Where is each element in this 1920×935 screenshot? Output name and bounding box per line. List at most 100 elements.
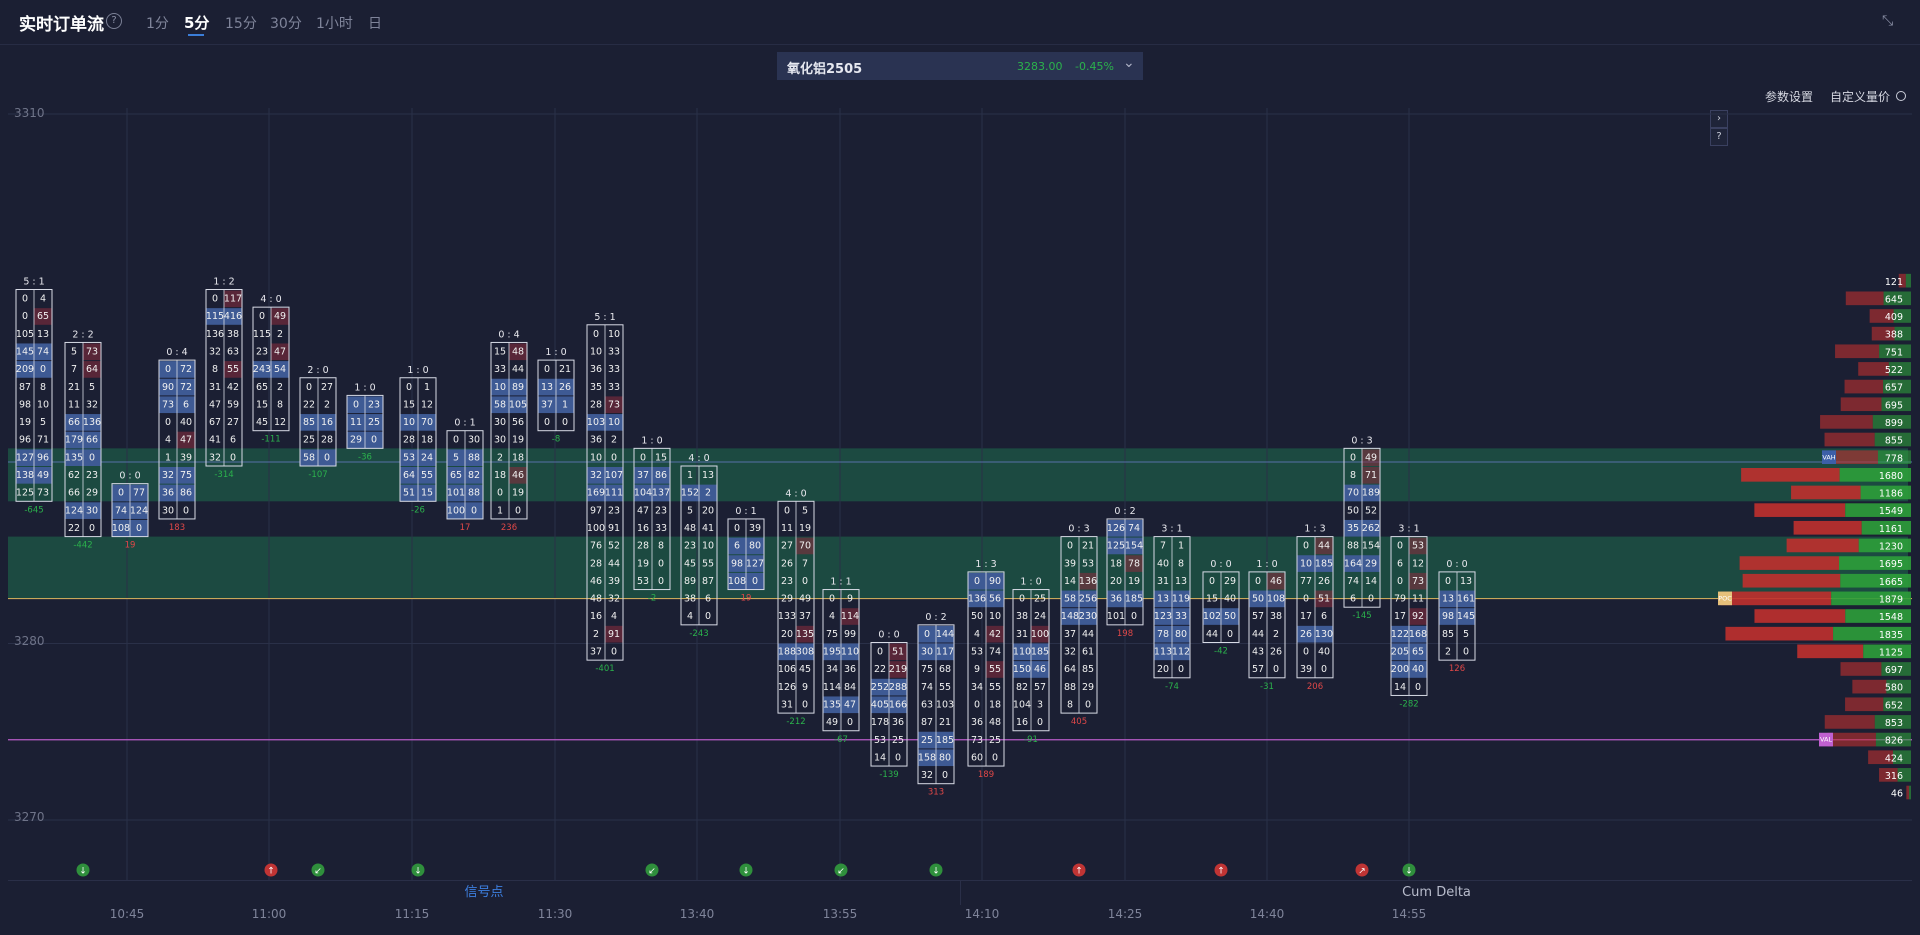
footprint-ask-value: 86: [180, 488, 192, 499]
footprint-ask-value: 107: [605, 470, 623, 481]
tab-cum-delta[interactable]: Cum Delta: [961, 880, 1912, 905]
footprint-header: 0 : 3: [1351, 435, 1372, 446]
tab-5m[interactable]: 5分: [184, 14, 210, 32]
footprint-ask-value: 0: [1178, 664, 1184, 675]
footprint-delta: -26: [411, 505, 425, 515]
footprint-ask-value: 5: [1463, 629, 1469, 640]
volume-profile-value: 645: [1885, 294, 1903, 305]
signal-marker-icon: [264, 863, 278, 877]
tab-day[interactable]: 日: [368, 16, 382, 32]
footprint-bid-value: 50: [971, 611, 983, 622]
footprint-bid-value: 110: [1013, 647, 1031, 658]
signal-arrow-icon: ↑: [1217, 867, 1225, 877]
footprint-header: 0 : 2: [925, 612, 946, 623]
footprint-ask-value: 92: [1412, 611, 1424, 622]
footprint-ask-value: 127: [746, 558, 764, 569]
x-tick-label: 13:40: [679, 907, 715, 921]
collapse-icon[interactable]: ⤡: [1882, 13, 1894, 29]
volume-profile-sell-bar: [1741, 468, 1840, 482]
footprint-bid-value: 33: [494, 364, 506, 375]
footprint-bid-value: 65: [450, 470, 462, 481]
footprint-ask-value: 51: [892, 647, 904, 658]
footprint-bid-value: 57: [1252, 664, 1264, 675]
footprint-sell-cell: [889, 643, 907, 661]
footprint-ask-value: 19: [512, 435, 524, 446]
footprint-delta: 313: [928, 788, 944, 798]
footprint-sell-cell: [1362, 449, 1380, 466]
help-icon[interactable]: ?: [106, 13, 122, 29]
volume-profile-value: 778: [1885, 453, 1903, 464]
footprint-ask-value: 4: [40, 294, 46, 305]
tab-15m[interactable]: 15分: [225, 16, 257, 32]
side-help-button[interactable]: ?: [1710, 128, 1728, 146]
footprint-sell-cell: [1079, 572, 1097, 590]
footprint-ask-value: 65: [1412, 647, 1424, 658]
footprint-bid-value: 67: [209, 417, 221, 428]
footprint-ask-value: 39: [608, 576, 620, 587]
x-tick-label: 13:55: [822, 907, 858, 921]
footprint-bid-value: 10: [494, 382, 506, 393]
params-settings-button[interactable]: 参数设置: [1765, 90, 1814, 104]
footprint-bid-value: 13: [541, 382, 553, 393]
footprint-header: 1 : 0: [354, 382, 375, 393]
footprint-bid-value: 22: [303, 399, 315, 410]
y-tick-label: 3280: [14, 634, 45, 648]
volume-profile-buy-bar: [1888, 362, 1911, 376]
volume-profile-value: 899: [1885, 418, 1903, 429]
footprint-ask-value: 80: [1175, 629, 1187, 640]
footprint-ask-value: 13: [37, 329, 49, 340]
active-tab-underline: [188, 34, 204, 36]
volume-profile-sell-bar: [1871, 326, 1895, 341]
volume-profile-value: 695: [1885, 400, 1903, 411]
footprint-ask-value: 0: [992, 752, 998, 763]
footprint-ask-value: 6: [705, 594, 711, 605]
footprint-bid-value: 37: [1064, 629, 1076, 640]
footprint-sell-cell: [1409, 537, 1427, 555]
footprint-bid-value: 31: [1157, 576, 1169, 587]
signal-marker-icon: [76, 863, 90, 877]
footprint-bid-value: 169: [587, 488, 605, 499]
symbol-name: 氧化铝2505: [787, 62, 863, 77]
footprint-ask-value: 55: [939, 682, 951, 693]
footprint-bid-value: 87: [19, 382, 31, 393]
footprint-sell-cell: [83, 343, 101, 361]
footprint-bid-value: 53: [971, 647, 983, 658]
footprint-ask-value: 78: [1128, 558, 1140, 569]
custom-volume-button[interactable]: 自定义量价: [1830, 90, 1891, 104]
footprint-header: 1 : 0: [641, 435, 662, 446]
footprint-delta: 17: [460, 523, 471, 533]
volume-profile-buy-bar: [1883, 697, 1911, 712]
tab-signal-points[interactable]: 信号点: [8, 880, 961, 905]
footprint-bid-value: 0: [593, 329, 599, 340]
footprint-bid-value: 98: [731, 558, 743, 569]
footprint-ask-value: 20: [702, 505, 714, 516]
footprint-bid-value: 32: [590, 470, 602, 481]
volume-profile-buy-bar: [1845, 503, 1911, 517]
footprint-bid-value: 20: [1157, 664, 1169, 675]
footprint-bid-value: 4: [829, 611, 835, 622]
tab-30m[interactable]: 30分: [270, 16, 302, 32]
footprint-sell-cell: [83, 361, 101, 378]
footprint-ask-value: 80: [749, 541, 761, 552]
footprint-bid-value: 4: [974, 629, 980, 640]
footprint-ask-value: 137: [652, 488, 670, 499]
footprint-ask-value: 112: [1172, 647, 1190, 658]
footprint-ask-value: 85: [1082, 664, 1094, 675]
footprint-bid-value: 205: [1391, 647, 1409, 658]
tab-1h[interactable]: 1小时: [316, 16, 353, 32]
symbol-selector[interactable]: 氧化铝2505 3283.00 -0.45% ⌄: [777, 52, 1143, 80]
footprint-ask-value: 308: [796, 647, 814, 658]
footprint-ask-value: 103: [936, 699, 954, 710]
footprint-ask-value: 0: [752, 576, 758, 587]
volume-profile-value: 1230: [1879, 542, 1903, 553]
footprint-bid-value: 108: [112, 523, 130, 534]
footprint-sell-cell: [1031, 625, 1049, 643]
footprint-ask-value: 18: [989, 699, 1001, 710]
footprint-bid-value: 66: [68, 417, 80, 428]
settings-circle-icon[interactable]: [1896, 91, 1906, 101]
volume-profile-buy-bar: [1860, 485, 1911, 500]
footprint-bid-value: 19: [637, 558, 649, 569]
tab-1m[interactable]: 1分: [146, 16, 169, 32]
footprint-ask-value: 88: [468, 452, 480, 463]
volume-profile-sell-bar: [1844, 379, 1884, 394]
